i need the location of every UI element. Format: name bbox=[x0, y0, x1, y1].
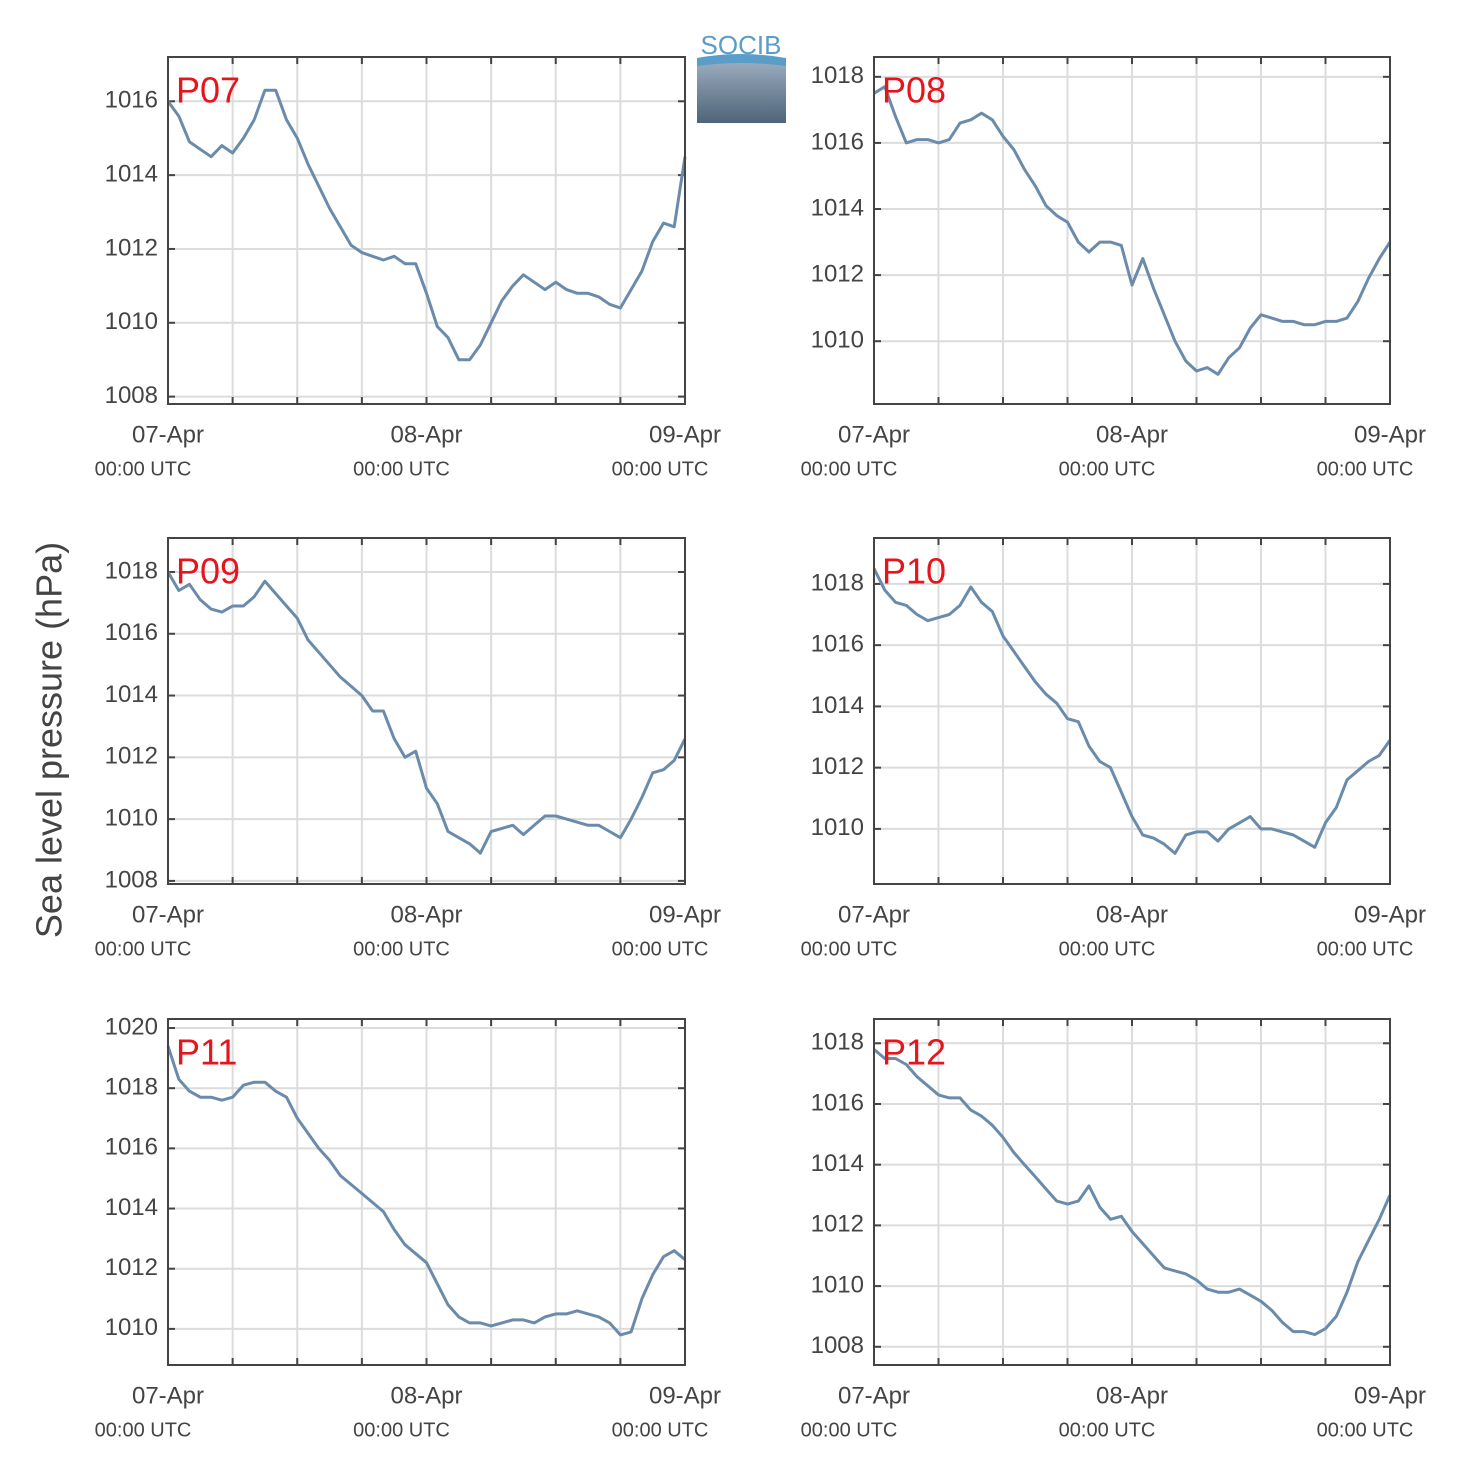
panel-title: P08 bbox=[882, 70, 946, 111]
y-tick-label: 1014 bbox=[811, 1150, 864, 1177]
x-tick-sublabel: 00:00 UTC bbox=[1317, 938, 1414, 960]
x-tick-label: 07-Apr bbox=[132, 901, 204, 928]
panel-title: P10 bbox=[882, 551, 946, 592]
data-line bbox=[166, 88, 687, 362]
y-tick-label: 1008 bbox=[105, 382, 158, 409]
plot-frame bbox=[167, 1018, 686, 1366]
y-tick-label: 1016 bbox=[811, 631, 864, 658]
x-tick-label: 09-Apr bbox=[649, 901, 721, 928]
x-tick-sublabel: 00:00 UTC bbox=[1059, 1419, 1156, 1441]
y-tick-label: 1018 bbox=[105, 1074, 158, 1101]
y-tick-label: 1008 bbox=[105, 866, 158, 893]
y-tick-label: 1008 bbox=[811, 1332, 864, 1359]
x-tick-label: 08-Apr bbox=[1096, 901, 1168, 928]
y-tick-label: 1010 bbox=[105, 308, 158, 335]
x-tick-sublabel: 00:00 UTC bbox=[801, 1419, 898, 1441]
panel-title: P09 bbox=[176, 551, 240, 592]
y-tick-label: 1012 bbox=[105, 234, 158, 261]
y-tick-label: 1012 bbox=[811, 260, 864, 287]
y-tick-label: 1018 bbox=[811, 62, 864, 89]
plot-frame bbox=[873, 56, 1391, 405]
y-tick-label: 1010 bbox=[105, 804, 158, 831]
x-tick-label: 08-Apr bbox=[1096, 421, 1168, 448]
y-tick-label: 1018 bbox=[105, 557, 158, 584]
x-tick-label: 09-Apr bbox=[1354, 421, 1426, 448]
x-tick-sublabel: 00:00 UTC bbox=[353, 1419, 450, 1441]
y-tick-label: 1014 bbox=[105, 681, 158, 708]
y-tick-label: 1014 bbox=[811, 194, 864, 221]
y-tick-label: 1012 bbox=[105, 743, 158, 770]
x-tick-sublabel: 00:00 UTC bbox=[1059, 938, 1156, 960]
plot-frame bbox=[873, 1018, 1391, 1366]
x-tick-sublabel: 00:00 UTC bbox=[801, 458, 898, 480]
y-axis-label: Sea level pressure (hPa) bbox=[29, 542, 70, 938]
logo: SOCIB bbox=[697, 30, 786, 123]
data-line bbox=[873, 1048, 1392, 1337]
y-tick-label: 1014 bbox=[811, 692, 864, 719]
y-tick-label: 1014 bbox=[105, 1194, 158, 1221]
x-tick-label: 08-Apr bbox=[1096, 1382, 1168, 1409]
logo-text: SOCIB bbox=[701, 30, 782, 60]
y-tick-label: 1014 bbox=[105, 160, 158, 187]
data-line bbox=[872, 567, 1392, 855]
data-line bbox=[166, 1045, 686, 1337]
x-tick-label: 07-Apr bbox=[132, 1382, 204, 1409]
x-tick-sublabel: 00:00 UTC bbox=[95, 458, 192, 480]
y-tick-label: 1010 bbox=[811, 327, 864, 354]
x-tick-label: 09-Apr bbox=[649, 421, 721, 448]
x-tick-label: 09-Apr bbox=[649, 1382, 721, 1409]
x-tick-label: 07-Apr bbox=[838, 1382, 910, 1409]
y-tick-label: 1010 bbox=[105, 1314, 158, 1341]
y-tick-label: 1016 bbox=[811, 128, 864, 155]
x-tick-label: 07-Apr bbox=[838, 421, 910, 448]
y-tick-label: 1012 bbox=[105, 1254, 158, 1281]
data-line bbox=[873, 85, 1392, 376]
y-tick-label: 1016 bbox=[105, 619, 158, 646]
logo-body bbox=[697, 58, 786, 123]
x-tick-sublabel: 00:00 UTC bbox=[612, 938, 709, 960]
x-tick-sublabel: 00:00 UTC bbox=[1317, 1419, 1414, 1441]
x-tick-sublabel: 00:00 UTC bbox=[1317, 458, 1414, 480]
x-tick-label: 08-Apr bbox=[390, 901, 462, 928]
y-tick-label: 1016 bbox=[811, 1089, 864, 1116]
y-tick-label: 1018 bbox=[811, 569, 864, 596]
y-tick-label: 1010 bbox=[811, 1271, 864, 1298]
plot-frame bbox=[167, 56, 686, 405]
x-tick-sublabel: 00:00 UTC bbox=[1059, 458, 1156, 480]
x-tick-sublabel: 00:00 UTC bbox=[353, 458, 450, 480]
y-tick-label: 1012 bbox=[811, 1211, 864, 1238]
x-tick-sublabel: 00:00 UTC bbox=[801, 938, 898, 960]
x-tick-label: 09-Apr bbox=[1354, 1382, 1426, 1409]
x-tick-label: 08-Apr bbox=[390, 1382, 462, 1409]
y-tick-label: 1018 bbox=[811, 1029, 864, 1056]
x-tick-label: 07-Apr bbox=[132, 421, 204, 448]
x-tick-label: 08-Apr bbox=[390, 421, 462, 448]
x-tick-sublabel: 00:00 UTC bbox=[95, 1419, 192, 1441]
x-tick-label: 09-Apr bbox=[1354, 901, 1426, 928]
y-tick-label: 1012 bbox=[811, 753, 864, 780]
x-tick-label: 07-Apr bbox=[838, 901, 910, 928]
x-tick-sublabel: 00:00 UTC bbox=[612, 458, 709, 480]
x-tick-sublabel: 00:00 UTC bbox=[95, 938, 192, 960]
data-line bbox=[166, 571, 687, 855]
y-tick-label: 1016 bbox=[105, 1134, 158, 1161]
panel-title: P12 bbox=[882, 1032, 946, 1073]
x-tick-sublabel: 00:00 UTC bbox=[353, 938, 450, 960]
plot-frame bbox=[167, 537, 686, 885]
y-tick-label: 1020 bbox=[105, 1013, 158, 1040]
plot-frame bbox=[873, 537, 1391, 885]
logo-wave bbox=[697, 54, 786, 66]
x-tick-sublabel: 00:00 UTC bbox=[612, 1419, 709, 1441]
y-tick-label: 1010 bbox=[811, 814, 864, 841]
panel-title: P11 bbox=[176, 1032, 237, 1073]
panel-title: P07 bbox=[176, 70, 240, 111]
y-tick-label: 1016 bbox=[105, 87, 158, 114]
